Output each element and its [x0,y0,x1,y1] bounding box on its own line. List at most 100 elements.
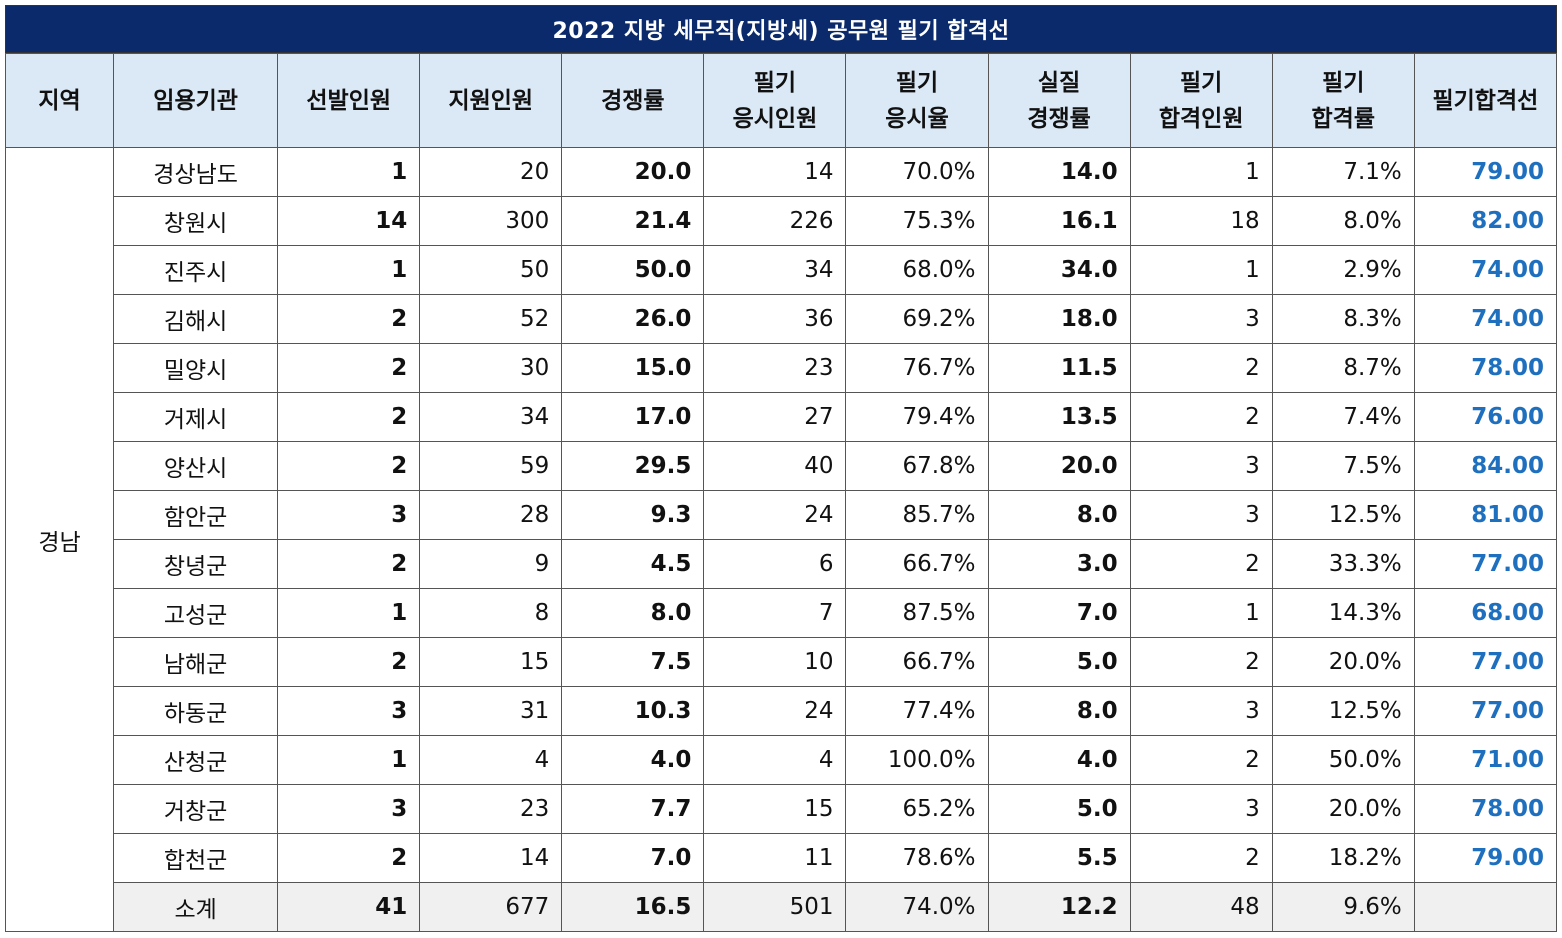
column-header-text: 경쟁률 [1027,105,1091,132]
exam-rate-cell: 77.4% [845,686,989,736]
real-ratio-cell: 8.0 [987,686,1131,736]
exam-rate-cell: 100.0% [845,735,989,785]
column-header-text: 지역 [38,87,81,114]
pass-cell: 2 [1129,735,1273,785]
exam-cell: 34 [703,245,847,295]
pass-cell: 2 [1129,343,1273,393]
org-cell: 밀양시 [113,343,279,393]
real-ratio-cell: 4.0 [987,735,1131,785]
header-row: 지역 임용기관 선발인원 지원인원 경쟁률 필기 응시인원 필기 응시율 실질 경쟁률 필기 합격인원 필… [4,53,1558,148]
exam-cell: 6 [703,539,847,589]
exam-cell: 23 [703,343,847,393]
column-header: 선발인원 [277,53,421,148]
real-ratio-cell: 5.5 [987,833,1131,883]
real-ratio-cell: 5.0 [987,784,1131,834]
column-header: 임용기관 [113,53,279,148]
select-cell: 1 [277,588,421,638]
ratio-cell: 16.5 [561,882,705,932]
pass-rate-cell: 8.7% [1271,343,1415,393]
pass-rate-cell: 7.1% [1271,147,1415,197]
apply-cell: 52 [419,294,563,344]
column-header-text: 임용기관 [153,87,238,114]
subtotal-row: 소계 41 677 16.5 501 74.0% 12.2 48 9.6% [6,882,1558,932]
table-row: 김해시 2 52 26.0 36 69.2% 18.0 3 8.3% 74.00 [6,294,1558,344]
select-cell: 2 [277,539,421,589]
org-cell: 진주시 [113,245,279,295]
exam-cell: 11 [703,833,847,883]
ratio-cell: 21.4 [561,196,705,246]
pass-rate-cell: 9.6% [1271,882,1415,932]
column-header: 필기 응시율 [845,53,989,148]
pass-cell: 48 [1129,882,1273,932]
cutoff-cell: 71.00 [1413,735,1558,785]
pass-rate-cell: 12.5% [1271,490,1415,540]
pass-rate-cell: 2.9% [1271,245,1415,295]
pass-cell: 3 [1129,441,1273,491]
apply-cell: 30 [419,343,563,393]
pass-cell: 1 [1129,147,1273,197]
column-header-text: 필기 [753,69,797,96]
column-header-text: 실질 [1037,69,1081,96]
org-cell: 합천군 [113,833,279,883]
ratio-cell: 4.0 [561,735,705,785]
pass-rate-cell: 20.0% [1271,784,1415,834]
ratio-cell: 9.3 [561,490,705,540]
column-header-text: 합격인원 [1158,105,1244,132]
select-cell: 2 [277,294,421,344]
org-cell: 거제시 [113,392,279,442]
apply-cell: 28 [419,490,563,540]
select-cell: 3 [277,490,421,540]
apply-cell: 59 [419,441,563,491]
real-ratio-cell: 20.0 [987,441,1131,491]
pass-rate-cell: 50.0% [1271,735,1415,785]
ratio-cell: 8.0 [561,588,705,638]
cutoff-cell: 78.00 [1413,784,1558,834]
org-cell: 소계 [113,882,279,932]
real-ratio-cell: 16.1 [987,196,1131,246]
ratio-cell: 26.0 [561,294,705,344]
cutoff-cell: 76.00 [1413,392,1558,442]
ratio-cell: 7.5 [561,637,705,687]
ratio-cell: 50.0 [561,245,705,295]
cutoff-cell: 74.00 [1413,294,1558,344]
select-cell: 1 [277,735,421,785]
select-cell: 2 [277,392,421,442]
exam-rate-cell: 68.0% [845,245,989,295]
org-cell: 함안군 [113,490,279,540]
exam-cell: 501 [703,882,847,932]
exam-rate-cell: 85.7% [845,490,989,540]
column-header-text: 필기합격선 [1432,87,1539,114]
real-ratio-cell: 18.0 [987,294,1131,344]
org-cell: 고성군 [113,588,279,638]
column-header-text: 경쟁률 [601,87,665,114]
real-ratio-cell: 3.0 [987,539,1131,589]
exam-rate-cell: 87.5% [845,588,989,638]
apply-cell: 4 [419,735,563,785]
select-cell: 1 [277,245,421,295]
table-row: 거창군 3 23 7.7 15 65.2% 5.0 3 20.0% 78.00 [6,784,1558,834]
real-ratio-cell: 34.0 [987,245,1131,295]
cutoff-cell: 79.00 [1413,147,1558,197]
ratio-cell: 15.0 [561,343,705,393]
exam-cell: 14 [703,147,847,197]
org-cell: 산청군 [113,735,279,785]
select-cell: 14 [277,196,421,246]
table-row: 양산시 2 59 29.5 40 67.8% 20.0 3 7.5% 84.00 [6,441,1558,491]
cutoff-cell: 77.00 [1413,686,1558,736]
real-ratio-cell: 8.0 [987,490,1131,540]
apply-cell: 14 [419,833,563,883]
select-cell: 2 [277,441,421,491]
exam-rate-cell: 70.0% [845,147,989,197]
real-ratio-cell: 5.0 [987,637,1131,687]
apply-cell: 9 [419,539,563,589]
results-sheet: 2022 지방 세무직(지방세) 공무원 필기 합격선 지역 임용기관 선발인원 지원… [4,5,1558,932]
pass-cell: 2 [1129,392,1273,442]
apply-cell: 300 [419,196,563,246]
exam-rate-cell: 75.3% [845,196,989,246]
select-cell: 1 [277,147,421,197]
exam-cell: 226 [703,196,847,246]
exam-rate-cell: 79.4% [845,392,989,442]
cutoff-cell: 84.00 [1413,441,1558,491]
org-cell: 남해군 [113,637,279,687]
